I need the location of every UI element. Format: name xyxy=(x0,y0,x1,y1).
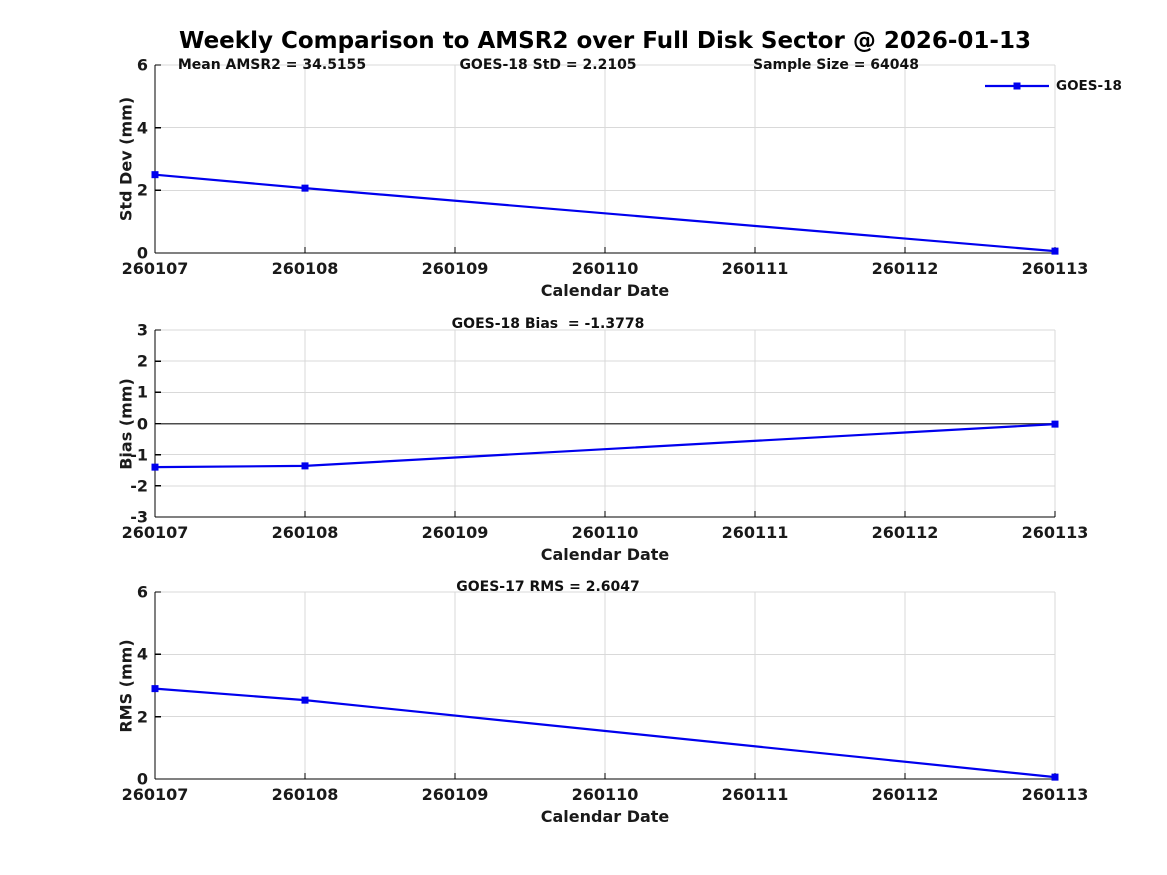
x-tick-label: 260109 xyxy=(421,259,489,278)
y-tick-label: 0 xyxy=(136,414,148,433)
y-tick-label: 4 xyxy=(136,644,148,664)
legend-line-marker-icon xyxy=(985,82,1049,90)
y-axis-label: RMS (mm) xyxy=(116,639,136,733)
y-tick-label: 6 xyxy=(136,55,148,75)
annotation-text: Sample Size = 64048 xyxy=(752,57,920,73)
subplot-std-dev: Std Dev (mm) Calendar Date GOES-18 0 2 4 6 2… xyxy=(0,56,1167,305)
x-tick-label: 260107 xyxy=(121,785,189,804)
x-tick-label: 260109 xyxy=(421,523,489,542)
x-tick-label: 260107 xyxy=(121,523,189,542)
x-tick-label: 260112 xyxy=(871,259,939,278)
x-axis-label: Calendar Date xyxy=(540,281,670,300)
x-tick-label: 260110 xyxy=(571,523,639,542)
plot-area-std-dev xyxy=(151,64,1059,255)
y-tick-label: -2 xyxy=(130,476,148,496)
plot-area-rms xyxy=(151,591,1059,781)
annotation-text: Mean AMSR2 = 34.5155 xyxy=(177,57,367,73)
x-tick-label: 260108 xyxy=(271,259,339,278)
y-tick-label: 6 xyxy=(136,582,148,602)
x-tick-label: 260107 xyxy=(121,259,189,278)
y-tick-label: 2 xyxy=(136,180,148,200)
data-point-marker xyxy=(301,184,309,192)
y-tick-label: -1 xyxy=(130,445,148,465)
y-tick-label: 1 xyxy=(136,382,148,402)
annotation-text: GOES-18 StD = 2.2105 xyxy=(459,57,637,73)
annotation-text: GOES-17 RMS = 2.6047 xyxy=(456,579,640,595)
plot-area-bias xyxy=(151,329,1059,518)
y-tick-label: 0 xyxy=(136,769,148,789)
y-tick-label: -3 xyxy=(130,507,148,527)
x-tick-label: 260109 xyxy=(421,785,489,804)
x-tick-label: 260111 xyxy=(721,259,789,278)
data-point-marker xyxy=(301,462,309,470)
x-tick-label: 260112 xyxy=(871,785,939,804)
data-point-marker xyxy=(151,463,159,471)
annotation-text: GOES-18 Bias = -1.3778 xyxy=(451,316,645,332)
figure-title: Weekly Comparison to AMSR2 over Full Dis… xyxy=(179,28,1031,54)
x-tick-label: 260110 xyxy=(571,785,639,804)
data-point-marker xyxy=(151,171,159,179)
y-tick-label: 2 xyxy=(136,707,148,727)
x-tick-label: 260112 xyxy=(871,523,939,542)
y-tick-label: 0 xyxy=(136,243,148,263)
data-point-marker xyxy=(1051,773,1059,781)
x-tick-label: 260111 xyxy=(721,523,789,542)
data-point-marker xyxy=(301,696,309,704)
x-tick-label: 260108 xyxy=(271,785,339,804)
x-tick-label: 260113 xyxy=(1021,523,1089,542)
y-tick-label: 2 xyxy=(136,351,148,371)
data-point-marker xyxy=(1051,420,1059,428)
legend: GOES-18 xyxy=(984,78,1122,94)
y-tick-label: 4 xyxy=(136,118,148,138)
subplot-rms: RMS (mm) Calendar Date 0 2 4 6 260107 260108 2… xyxy=(0,579,1167,831)
data-point-marker xyxy=(151,685,159,693)
x-axis-label: Calendar Date xyxy=(540,807,670,826)
x-tick-label: 260111 xyxy=(721,785,789,804)
x-tick-label: 260113 xyxy=(1021,259,1089,278)
x-tick-label: 260113 xyxy=(1021,785,1089,804)
legend-label: GOES-18 xyxy=(1056,78,1122,94)
subplot-bias: Bias (mm) Calendar Date -3 -2 -1 0 1 2 3 260107… xyxy=(0,316,1167,569)
data-point-marker xyxy=(1051,247,1059,255)
y-axis-label: Std Dev (mm) xyxy=(116,96,136,222)
x-tick-label: 260108 xyxy=(271,523,339,542)
x-axis-label: Calendar Date xyxy=(540,545,670,564)
x-tick-label: 260110 xyxy=(571,259,639,278)
y-tick-label: 3 xyxy=(136,320,148,340)
